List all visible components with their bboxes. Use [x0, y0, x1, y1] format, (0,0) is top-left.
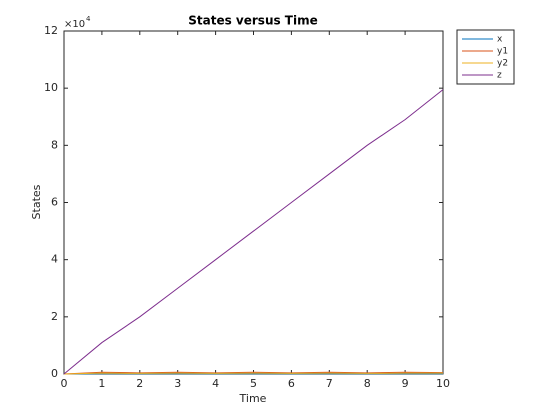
- x-tick-label: 4: [212, 377, 219, 390]
- x-tick-label: 10: [436, 377, 450, 390]
- legend-label: x: [497, 35, 503, 45]
- y-tick-label: 0: [51, 367, 58, 380]
- axes-box: [63, 30, 444, 375]
- legend-label: y2: [497, 59, 508, 69]
- y-multiplier: ×10: [64, 19, 85, 30]
- y-tick-label: 4: [51, 253, 58, 266]
- y-tick-label: 12: [44, 24, 58, 37]
- y-tick-label: 6: [51, 196, 58, 209]
- y-tick-label: 2: [51, 310, 58, 323]
- y-tick-label: 8: [51, 138, 58, 151]
- series-line: [63, 371, 444, 375]
- y-axis-label: States: [30, 184, 43, 219]
- x-tick-label: 2: [136, 377, 143, 390]
- y-multiplier-exponent: 4: [86, 15, 91, 23]
- x-tick-label: 3: [174, 377, 181, 390]
- x-tick-label: 1: [98, 377, 105, 390]
- legend-label: z: [497, 71, 502, 81]
- x-tick-label: 9: [402, 377, 409, 390]
- x-tick-label: 8: [364, 377, 371, 390]
- x-axis-label: Time: [239, 392, 267, 405]
- x-tick-label: 7: [326, 377, 333, 390]
- x-tick-label: 5: [250, 377, 257, 390]
- y-tick-label: 10: [44, 81, 58, 94]
- x-tick-label: 6: [288, 377, 295, 390]
- chart-title: States versus Time: [188, 14, 318, 28]
- x-tick-label: 0: [61, 377, 68, 390]
- series-line: [63, 372, 443, 375]
- legend-box: [456, 29, 515, 85]
- series-line: [63, 89, 444, 375]
- legend-label: y1: [497, 47, 508, 57]
